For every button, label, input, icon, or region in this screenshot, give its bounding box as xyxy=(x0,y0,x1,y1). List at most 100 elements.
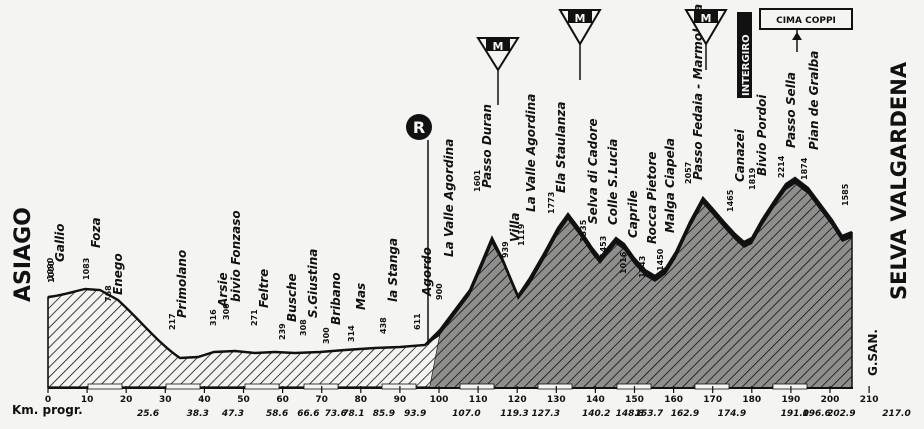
mountain-symbol: M xyxy=(701,12,712,25)
km-progressive-value: 162.9 xyxy=(671,409,699,419)
km-tick-label: 100 xyxy=(430,395,449,405)
place-name: Foza xyxy=(89,217,103,248)
km-tick-label: 70 xyxy=(315,395,328,405)
km-progressive-value: 58.6 xyxy=(266,409,288,419)
place-name: La Valle Agordina xyxy=(442,139,456,257)
km-scale-bars xyxy=(87,383,808,390)
mountain-marker-duran: M xyxy=(476,37,520,105)
place-altitude: 768 xyxy=(104,285,113,302)
mountain-marker-fedaia: M xyxy=(684,9,728,70)
place-name: Selva di Cadore xyxy=(586,118,600,224)
place-altitude: 1083 xyxy=(82,258,91,280)
place-name: Passo Duran xyxy=(480,104,494,188)
place-altitude: 308 xyxy=(299,319,308,336)
km-progressive-value: 148.8 xyxy=(616,409,644,419)
place-name: bivio Fonzaso xyxy=(229,210,243,302)
place-name: Rocca Pietore xyxy=(645,152,659,244)
place-altitude: 1601 xyxy=(473,169,482,192)
km-progressive-value: 217.0 xyxy=(882,409,910,419)
km-tick-label: 140 xyxy=(586,395,605,405)
place-altitude: 1450 xyxy=(656,248,665,271)
cima-coppi-marker: CIMA COPPI xyxy=(759,8,853,52)
place-altitude: 217 xyxy=(168,313,177,330)
mountain-symbol: M xyxy=(493,40,504,53)
km-progressive-value: 85.9 xyxy=(373,409,395,419)
place-name: Gallio xyxy=(53,223,67,262)
km-tick-label: 120 xyxy=(508,395,527,405)
km-tick-label: 10 xyxy=(81,395,94,405)
place-name: Mas xyxy=(354,283,368,310)
km-tick-label: 160 xyxy=(664,395,683,405)
km-progressive-value: 202.9 xyxy=(827,409,855,419)
km-tick-label: 150 xyxy=(625,395,644,405)
place-altitude: 300 xyxy=(222,303,231,320)
place-name: Bribano xyxy=(329,272,343,325)
place-altitude: 316 xyxy=(209,309,218,326)
place-name: Colle S.Lucia xyxy=(606,139,620,225)
place-name: la Stanga xyxy=(386,238,400,302)
cima-coppi-label: CIMA COPPI xyxy=(776,16,836,26)
place-altitude: 939 xyxy=(501,241,510,258)
km-tick-label: 200 xyxy=(821,395,840,405)
km-tick-label: 130 xyxy=(547,395,566,405)
place-altitude: 1773 xyxy=(547,192,556,214)
km-progressive-value: 140.2 xyxy=(582,409,610,419)
place-name: Primolano xyxy=(175,250,189,318)
km-progressive-value: 47.3 xyxy=(221,409,244,419)
km-progressive-value: 127.3 xyxy=(532,409,560,419)
km-progressive-value: 78.1 xyxy=(342,409,364,419)
place-altitude: 1453 xyxy=(599,236,608,258)
place-altitude: 1143 xyxy=(638,256,647,278)
place-altitude: 1465 xyxy=(726,189,735,212)
place-name: Ela Staulanza xyxy=(554,102,568,193)
place-altitude: 2214 xyxy=(777,155,786,178)
place-name: Agordo xyxy=(420,247,434,297)
km-tick-label: 0 xyxy=(45,395,51,405)
place-name: Arsie xyxy=(216,272,230,308)
km-tick-label: 80 xyxy=(355,395,368,405)
km-progressive-value: 25.6 xyxy=(137,409,159,419)
mountain-symbol: M xyxy=(575,12,586,25)
place-altitude: 1119 xyxy=(517,223,526,246)
place-name: La Valle Agordina xyxy=(524,94,538,212)
km-tick-label: 60 xyxy=(276,395,289,405)
place-name: Busche xyxy=(285,273,299,322)
intergiro-label: INTERGIRO xyxy=(741,34,752,96)
km-progressive-value: 73.6 xyxy=(325,409,347,419)
place-altitude: 611 xyxy=(413,313,422,330)
place-name: Feltre xyxy=(257,269,271,308)
km-tick-label: 180 xyxy=(742,395,761,405)
place-altitude: 900 xyxy=(435,283,444,300)
km-tick-label: 110 xyxy=(469,395,488,405)
km-tick-label: 90 xyxy=(394,395,407,405)
place-altitude: 271 xyxy=(250,309,259,326)
refuel-symbol: R xyxy=(413,118,425,137)
place-name: Caprile xyxy=(626,190,640,238)
place-name: Passo Sella xyxy=(784,72,798,148)
place-altitude: 1874 xyxy=(800,157,809,180)
km-progressive-value: 66.6 xyxy=(297,409,319,419)
km-progressive-value: 196.6 xyxy=(802,409,830,419)
place-altitude: 314 xyxy=(347,325,356,342)
place-altitude: 300 xyxy=(322,327,331,344)
place-altitude: 1090 xyxy=(46,257,55,280)
km-tick-label: 210 xyxy=(860,395,879,405)
km-progressive-value: 191.0 xyxy=(781,409,809,419)
km-progressive-value: 119.3 xyxy=(500,409,528,419)
axis-label: Km. progr. xyxy=(12,403,83,417)
km-tick-label: 170 xyxy=(703,395,722,405)
km-tick-label: 190 xyxy=(782,395,801,405)
place-altitude: 1585 xyxy=(841,183,850,206)
km-progressive-value: 174.9 xyxy=(718,409,746,419)
place-name: S.Giustina xyxy=(306,249,320,318)
signature: G.SAN. xyxy=(866,329,880,376)
place-altitude: 1819 xyxy=(748,167,757,190)
place-altitude: 239 xyxy=(278,323,287,340)
place-name: Malga Ciapela xyxy=(663,138,677,233)
km-tick-label: 30 xyxy=(159,395,172,405)
place-altitude: 438 xyxy=(379,317,388,334)
km-progressive-value: 38.3 xyxy=(187,409,209,419)
km-progressive-values: 25.6 38.3 47.3 58.6 66.6 73.678.1 85.9 93.9 107.… xyxy=(137,409,911,419)
finish-town: SELVA VALGARDENA xyxy=(887,61,911,300)
